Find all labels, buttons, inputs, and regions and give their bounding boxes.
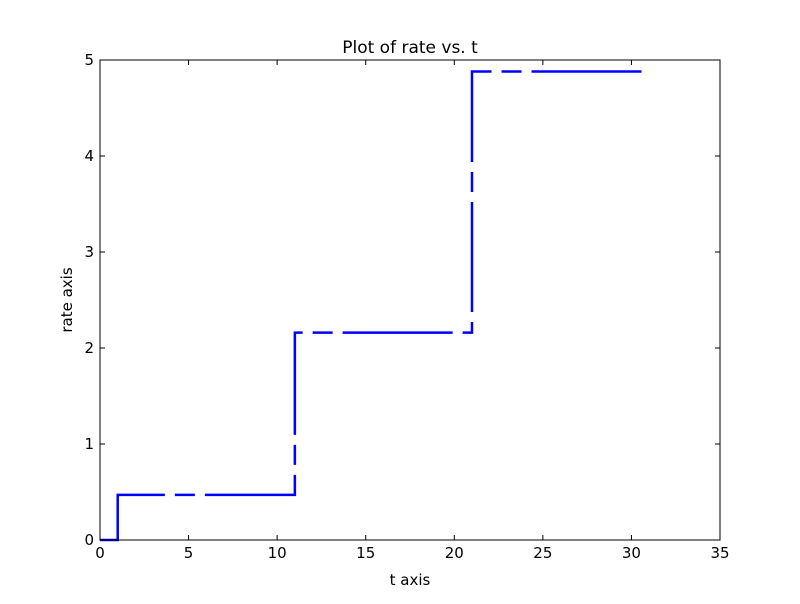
y-tick-label: 5 xyxy=(84,51,94,69)
x-tick-label: 10 xyxy=(268,544,287,562)
axis-ticks: 0 5 10 15 20 25 30 35 0 1 2 3 4 5 xyxy=(84,51,729,562)
x-tick-label: 30 xyxy=(622,544,641,562)
x-tick-label: 0 xyxy=(95,544,105,562)
x-tick-label: 20 xyxy=(445,544,464,562)
series-line xyxy=(100,70,650,542)
x-axis-label: t axis xyxy=(390,571,431,589)
y-axis-label: rate axis xyxy=(58,267,76,332)
chart-title: Plot of rate vs. t xyxy=(342,38,478,58)
y-tick-label: 2 xyxy=(84,339,94,357)
x-tick-label: 15 xyxy=(356,544,375,562)
y-tick-label: 1 xyxy=(84,435,94,453)
axes-frame xyxy=(99,59,721,541)
y-tick-label: 4 xyxy=(84,147,94,165)
plot-area xyxy=(100,70,650,542)
x-tick-label: 25 xyxy=(533,544,552,562)
y-tick-label: 3 xyxy=(84,243,94,261)
x-tick-label: 35 xyxy=(710,544,729,562)
x-tick-label: 5 xyxy=(184,544,194,562)
y-tick-label: 0 xyxy=(84,531,94,549)
